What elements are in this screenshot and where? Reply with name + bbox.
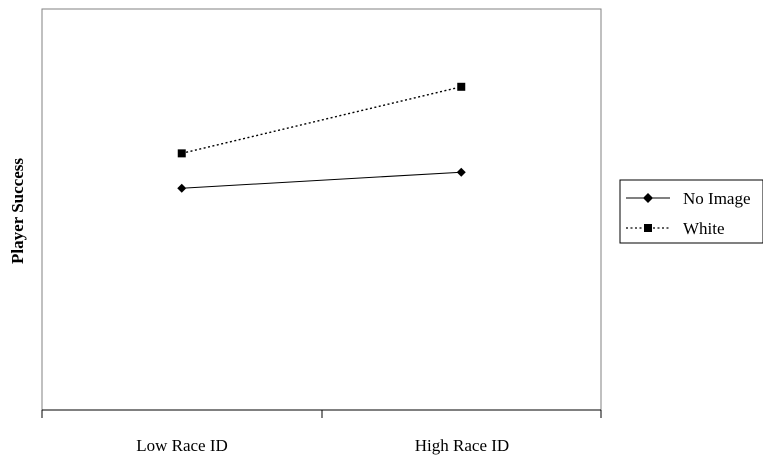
x-tick-label-high: High Race ID: [415, 436, 509, 455]
legend-item-no-image: No Image: [626, 189, 751, 208]
y-axis-title: Player Success: [8, 158, 27, 264]
data-point-white-1: [457, 82, 466, 91]
plot-area-frame: [41, 8, 602, 411]
data-point-no-image-0: [177, 183, 187, 193]
legend-label-white: White: [683, 219, 725, 238]
x-tick-label-low: Low Race ID: [136, 436, 228, 455]
series-line-white: [181, 86, 462, 155]
legend-square-marker-icon: [644, 224, 652, 232]
data-point-no-image-1: [456, 167, 466, 177]
data-point-white-0: [177, 149, 186, 158]
series-line-no-image: [181, 171, 462, 189]
legend-diamond-marker-icon: [643, 193, 653, 203]
legend-label-no-image: No Image: [683, 189, 751, 208]
legend-box: [619, 179, 763, 244]
series-layer: [177, 82, 466, 193]
legend-item-white: White: [626, 219, 725, 238]
